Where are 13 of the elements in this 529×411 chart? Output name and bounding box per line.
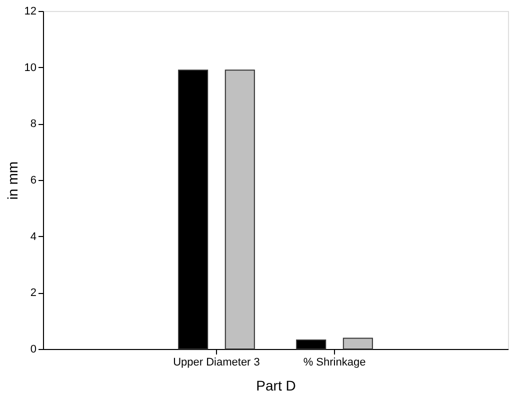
x-tick-label: Upper Diameter 3 bbox=[173, 356, 260, 368]
y-tick-label: 0 bbox=[30, 344, 36, 356]
bar bbox=[224, 70, 255, 350]
bar bbox=[342, 338, 373, 350]
y-tick-label: 2 bbox=[30, 287, 36, 300]
y-tick-label: 8 bbox=[30, 118, 36, 130]
y-tick-label: 12 bbox=[24, 6, 36, 18]
x-axis-title: Part D bbox=[256, 378, 296, 394]
y-tick-label: 4 bbox=[30, 230, 36, 243]
y-tick-label: 6 bbox=[30, 174, 36, 186]
y-tick-label: 10 bbox=[24, 62, 36, 74]
y-axis-title: in mm bbox=[4, 161, 20, 200]
x-tick-label: % Shrinkage bbox=[303, 356, 366, 368]
